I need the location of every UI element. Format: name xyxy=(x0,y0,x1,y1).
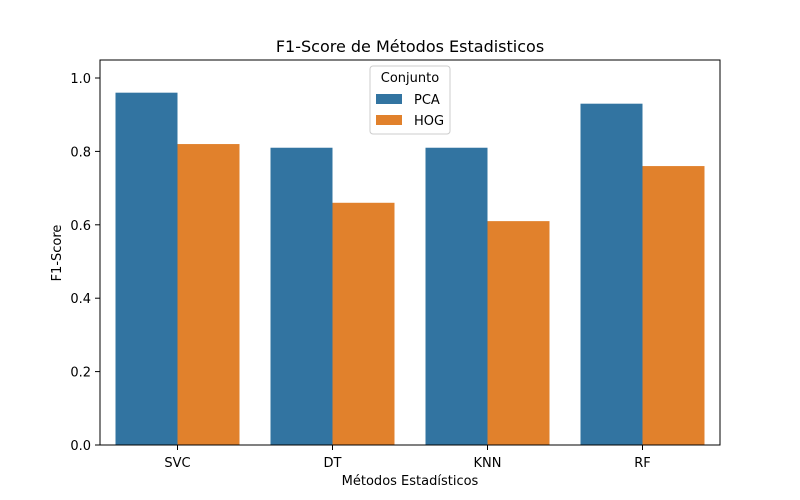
x-axis-ticks: SVC DT KNN RF xyxy=(164,445,651,471)
x-tick-label: DT xyxy=(324,456,342,471)
legend-swatch-hog xyxy=(376,115,402,125)
bar-knn-hog xyxy=(487,221,550,445)
bar-svc-pca xyxy=(115,92,178,446)
y-tick-label: 0.0 xyxy=(70,439,91,454)
y-axis-ticks: 0.0 0.2 0.4 0.6 0.8 1.0 xyxy=(70,72,100,454)
y-tick-label: 0.2 xyxy=(70,366,91,381)
y-tick-label: 1.0 xyxy=(70,72,91,87)
y-tick-label: 0.6 xyxy=(70,219,91,234)
bar-rf-hog xyxy=(642,166,705,445)
legend: Conjunto PCA HOG xyxy=(369,65,451,135)
y-axis-label: F1-Score xyxy=(50,225,65,282)
bars-layer xyxy=(115,92,705,446)
legend-swatch-pca xyxy=(376,94,402,104)
bar-dt-pca xyxy=(270,147,333,446)
bar-knn-pca xyxy=(425,147,488,446)
y-tick-label: 0.8 xyxy=(70,145,91,160)
legend-label-hog: HOG xyxy=(414,114,444,129)
x-tick-label: KNN xyxy=(474,456,502,471)
x-tick-label: RF xyxy=(634,456,651,471)
plot-frame xyxy=(99,59,721,446)
bar-svc-hog xyxy=(177,144,240,445)
y-tick-label: 0.4 xyxy=(70,292,91,307)
x-axis-label: Métodos Estadísticos xyxy=(342,474,479,489)
legend-label-pca: PCA xyxy=(414,93,440,108)
x-tick-label: SVC xyxy=(164,456,190,471)
bar-dt-hog xyxy=(332,202,395,445)
legend-title: Conjunto xyxy=(381,71,439,86)
bar-rf-pca xyxy=(580,103,643,445)
chart-title: F1-Score de Métodos Estadisticos xyxy=(276,37,544,56)
